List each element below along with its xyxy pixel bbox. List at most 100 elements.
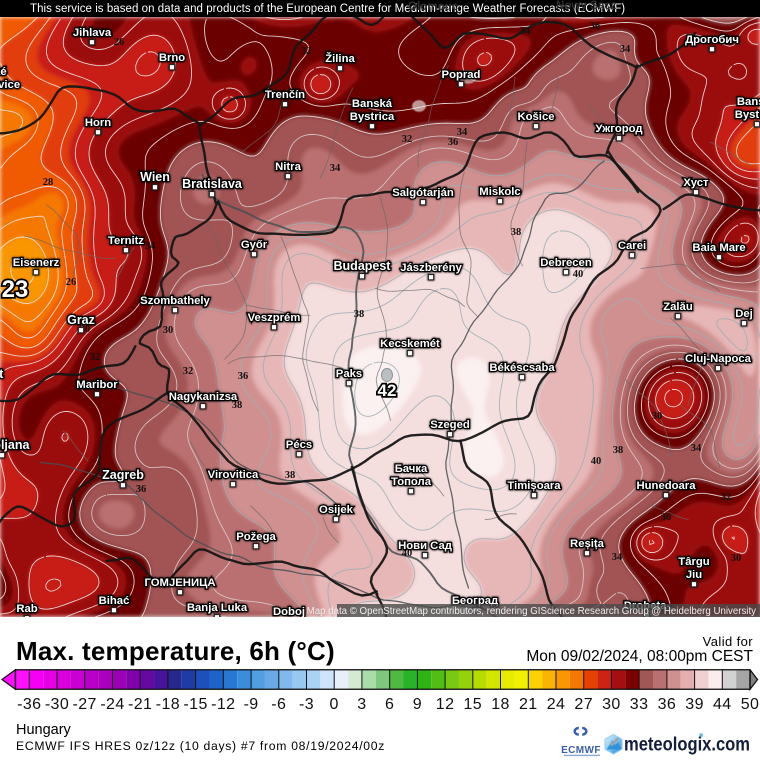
svg-text:Nitra: Nitra [275, 161, 301, 173]
svg-text:ECMWF: ECMWF [561, 745, 601, 756]
svg-text:32: 32 [721, 492, 732, 503]
svg-text:-27: -27 [73, 696, 97, 711]
svg-text:36: 36 [661, 512, 672, 523]
svg-text:Trenčín: Trenčín [265, 89, 305, 101]
svg-text:Cluj-Napoca: Cluj-Napoca [685, 353, 752, 365]
svg-text:Budějovice: Budějovice [0, 79, 20, 91]
svg-text:30: 30 [80, 324, 91, 335]
svg-text:-9: -9 [244, 696, 259, 711]
svg-text:-21: -21 [128, 696, 152, 711]
svg-text:34: 34 [457, 127, 468, 138]
svg-text:Hunedoara: Hunedoara [636, 480, 696, 492]
svg-text:34: 34 [620, 44, 631, 55]
svg-text:Târgu: Târgu [678, 556, 709, 568]
svg-text:50: 50 [741, 696, 760, 711]
svg-text:Banská: Banská [737, 96, 760, 108]
svg-text:27: 27 [574, 696, 593, 711]
svg-text:Brno: Brno [159, 52, 185, 64]
svg-text:Ужгород: Ужгород [595, 123, 642, 135]
svg-text:34: 34 [145, 241, 156, 252]
svg-text:36: 36 [238, 371, 249, 382]
svg-text:Map data © OpenStreetMap contr: Map data © OpenStreetMap contributors, r… [307, 606, 757, 617]
svg-text:Дрогобич: Дрогобич [685, 34, 739, 46]
svg-text:3: 3 [357, 696, 366, 711]
svg-text:32: 32 [301, 46, 312, 57]
svg-text:-18: -18 [156, 696, 180, 711]
svg-text:32: 32 [402, 134, 413, 145]
svg-text:Хуст: Хуст [683, 177, 709, 189]
svg-text:30: 30 [602, 696, 621, 711]
svg-text:Zalău: Zalău [663, 301, 693, 313]
svg-text:Wien: Wien [140, 170, 170, 184]
svg-text:26: 26 [114, 37, 125, 48]
svg-text:České: České [0, 65, 7, 78]
svg-text:-6: -6 [271, 696, 286, 711]
svg-text:Jihlava: Jihlava [73, 27, 112, 39]
svg-text:-30: -30 [45, 696, 69, 711]
svg-text:Maribor: Maribor [76, 379, 118, 391]
svg-text:40: 40 [573, 269, 584, 280]
svg-text:Virovitica: Virovitica [208, 469, 259, 481]
svg-text:38: 38 [354, 309, 365, 320]
svg-text:Ljubljana: Ljubljana [0, 438, 30, 452]
svg-text:38: 38 [285, 470, 296, 481]
svg-text:28: 28 [43, 177, 54, 188]
svg-text:Szeged: Szeged [430, 419, 470, 431]
svg-text:-12: -12 [211, 696, 235, 711]
svg-text:Бачка: Бачка [395, 463, 428, 475]
svg-text:9: 9 [413, 696, 422, 711]
svg-text:34: 34 [520, 26, 531, 37]
svg-text:Győr: Győr [241, 239, 268, 251]
svg-text:Reșița: Reșița [570, 538, 605, 550]
svg-text:34: 34 [691, 443, 702, 454]
svg-text:Budapest: Budapest [334, 259, 392, 273]
svg-text:Ternitz: Ternitz [108, 235, 145, 247]
svg-text:38: 38 [511, 227, 522, 238]
svg-text:meteologix.com: meteologix.com [624, 734, 750, 756]
svg-text:Bystrica: Bystrica [735, 109, 760, 121]
svg-text:-24: -24 [100, 696, 124, 711]
svg-text:Békéscsaba: Békéscsaba [489, 362, 555, 374]
svg-text:Szombathely: Szombathely [140, 295, 210, 307]
svg-text:12: 12 [436, 696, 455, 711]
svg-text:Нови Сад: Нови Сад [398, 540, 452, 552]
svg-text:Graz: Graz [67, 313, 95, 327]
svg-text:30: 30 [163, 325, 174, 336]
svg-text:Rab: Rab [16, 603, 37, 615]
svg-text:Požega: Požega [236, 531, 276, 543]
svg-text:Zagreb: Zagreb [102, 468, 144, 482]
svg-text:Klagenfurt: Klagenfurt [0, 367, 4, 381]
svg-text:0: 0 [330, 696, 339, 711]
svg-text:Bystrica: Bystrica [350, 111, 395, 123]
svg-text:Carei: Carei [618, 240, 646, 252]
svg-text:42: 42 [378, 381, 397, 400]
svg-text:Horn: Horn [85, 117, 111, 129]
svg-text:38: 38 [232, 400, 243, 411]
svg-text:Debrecen: Debrecen [540, 257, 592, 269]
svg-text:Pécs: Pécs [286, 439, 312, 451]
svg-text:Žilina: Žilina [325, 52, 355, 65]
svg-text:36: 36 [590, 21, 601, 32]
svg-text:Banja Luka: Banja Luka [187, 602, 248, 614]
svg-text:Timișoara: Timișoara [507, 480, 561, 492]
svg-text:15: 15 [463, 696, 482, 711]
svg-text:Osijek: Osijek [319, 504, 354, 516]
svg-text:38: 38 [613, 445, 624, 456]
svg-text:39: 39 [685, 696, 704, 711]
svg-text:-3: -3 [299, 696, 314, 711]
svg-text:Bratislava: Bratislava [182, 177, 243, 191]
svg-text:Jászberény: Jászberény [400, 262, 462, 274]
svg-text:Топола: Топола [391, 476, 432, 488]
svg-text:21: 21 [519, 696, 538, 711]
svg-text:34: 34 [330, 163, 341, 174]
svg-text:Miskolc: Miskolc [479, 186, 520, 198]
svg-text:30: 30 [652, 411, 663, 422]
svg-text:24: 24 [547, 696, 566, 711]
svg-text:Baia Mare: Baia Mare [692, 242, 745, 254]
svg-text:Veszprém: Veszprém [248, 312, 301, 324]
svg-text:-15: -15 [183, 696, 207, 711]
svg-text:6: 6 [385, 696, 394, 711]
svg-text:Doboj: Doboj [273, 606, 305, 617]
svg-text:36: 36 [448, 137, 459, 148]
svg-text:Košice: Košice [517, 111, 554, 123]
